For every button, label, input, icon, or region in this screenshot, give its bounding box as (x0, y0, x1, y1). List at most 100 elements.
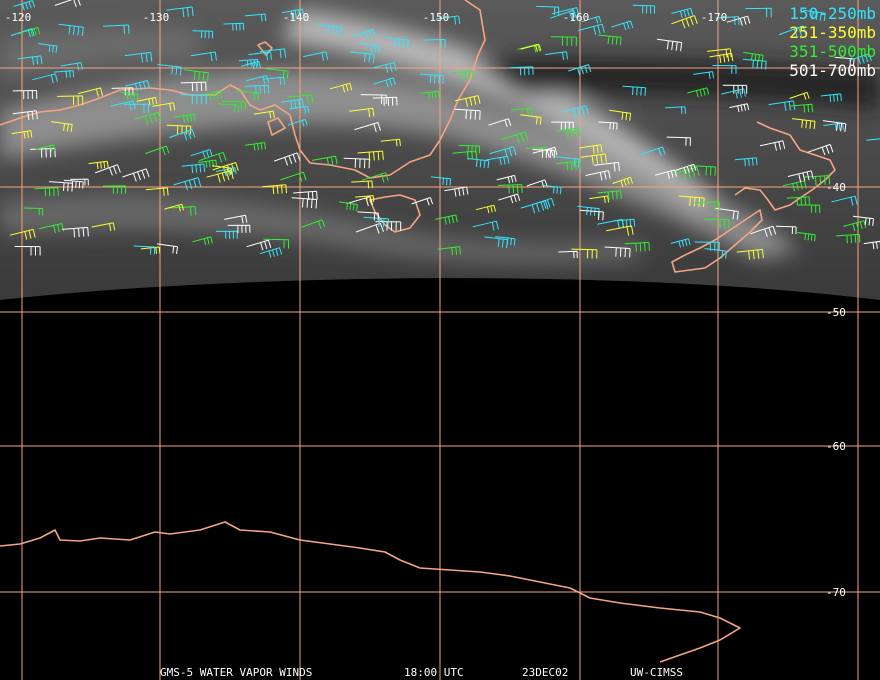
wind-barb (568, 64, 592, 76)
wind-barb (281, 8, 305, 19)
wind-barb (245, 142, 266, 151)
wind-barb (111, 87, 134, 96)
wind-barb (91, 222, 116, 232)
wind-barb (157, 243, 178, 255)
wind-barb (598, 121, 618, 130)
wind-barb (743, 51, 764, 63)
wind-barb (736, 248, 764, 260)
wind-barb (206, 170, 234, 183)
wind-barb (145, 187, 169, 196)
wind-barb (173, 177, 202, 191)
wind-barb (263, 238, 290, 249)
wind-barb (253, 110, 275, 119)
wind-barb (357, 150, 384, 161)
wind-barb (726, 15, 751, 26)
wind-barb (370, 62, 397, 73)
wind-barb (248, 51, 272, 61)
wind-barb (435, 214, 458, 225)
wind-barb (704, 218, 730, 229)
legend-entry: 501-700mb (789, 61, 876, 80)
wind-barb (558, 250, 578, 259)
wind-barb (444, 186, 469, 197)
longitude-label: -170 (701, 11, 728, 24)
wind-barb (11, 130, 33, 139)
wind-barb (820, 93, 842, 103)
wind-barb (848, 53, 872, 65)
longitude-label: -130 (143, 11, 170, 24)
wind-barb (580, 153, 607, 165)
wind-barbs (9, 0, 880, 260)
wind-barb (579, 144, 603, 154)
wind-barb (604, 246, 631, 258)
wind-barb (303, 51, 329, 61)
wind-barb (164, 203, 184, 212)
wind-barb (343, 157, 370, 169)
legend-entry: 150-250mb (789, 4, 876, 23)
wind-barb (34, 187, 59, 197)
wind-barb (355, 222, 384, 234)
wind-barb (802, 9, 826, 22)
wind-barb (750, 225, 777, 238)
latitude-label: -40 (826, 181, 846, 194)
wind-barb (789, 91, 810, 100)
wind-barb (585, 170, 611, 181)
wind-barb (581, 15, 602, 24)
wind-barb (244, 13, 267, 22)
wind-barb (526, 179, 548, 188)
wind-barb (632, 4, 656, 14)
wind-barb (329, 82, 353, 93)
longitude-label: -140 (283, 11, 310, 24)
wind-barb (472, 220, 499, 231)
wind-barb (489, 146, 517, 158)
wind-barb (556, 160, 581, 171)
wind-barb (454, 95, 481, 107)
wind-barb (734, 157, 758, 167)
wind-barb (675, 163, 697, 174)
wind-barb (287, 118, 308, 127)
wind-barb (77, 87, 103, 97)
wind-barb (611, 20, 634, 31)
wind-barb (556, 127, 581, 138)
footer-text: GMS-5 WATER VAPOR WINDS (160, 666, 312, 679)
wind-barb (745, 7, 772, 18)
wind-barb (183, 69, 209, 82)
wind-barb (124, 51, 153, 63)
wind-barb (103, 24, 130, 35)
wind-barb (169, 129, 196, 141)
wind-barb (782, 180, 807, 192)
wind-barb (550, 9, 577, 20)
wind-barb (373, 77, 396, 88)
wind-barb (312, 155, 338, 166)
wind-barb (136, 96, 158, 106)
wind-barb (301, 219, 326, 229)
footer-text: 18:00 UTC (404, 666, 464, 679)
wind-barb (289, 105, 310, 114)
wind-barb (380, 138, 401, 147)
wind-barb (657, 38, 683, 52)
wind-barb (690, 165, 716, 176)
wind-barb (863, 240, 880, 250)
wind-barb (54, 70, 75, 78)
wind-barb (640, 146, 666, 157)
wind-barb (665, 106, 686, 114)
wind-barb (317, 24, 342, 36)
wind-barb (180, 81, 207, 92)
wind-barb (589, 195, 610, 203)
wind-barb (622, 85, 647, 96)
wind-barb (50, 121, 73, 132)
wind-barb (612, 218, 636, 228)
wind-barb (517, 43, 541, 53)
wind-barb (281, 98, 304, 109)
wind-barb (791, 118, 816, 130)
wind-barb (436, 15, 461, 25)
wind-barb (355, 195, 375, 203)
wind-barb (550, 36, 577, 47)
wind-barb (280, 171, 307, 182)
wind-barb (287, 94, 314, 104)
wind-barb (578, 23, 605, 36)
wind-barb (852, 215, 874, 226)
wind-barb (509, 66, 534, 76)
wind-barb (624, 241, 650, 252)
wind-barb (94, 164, 121, 176)
wind-barb (30, 148, 56, 158)
